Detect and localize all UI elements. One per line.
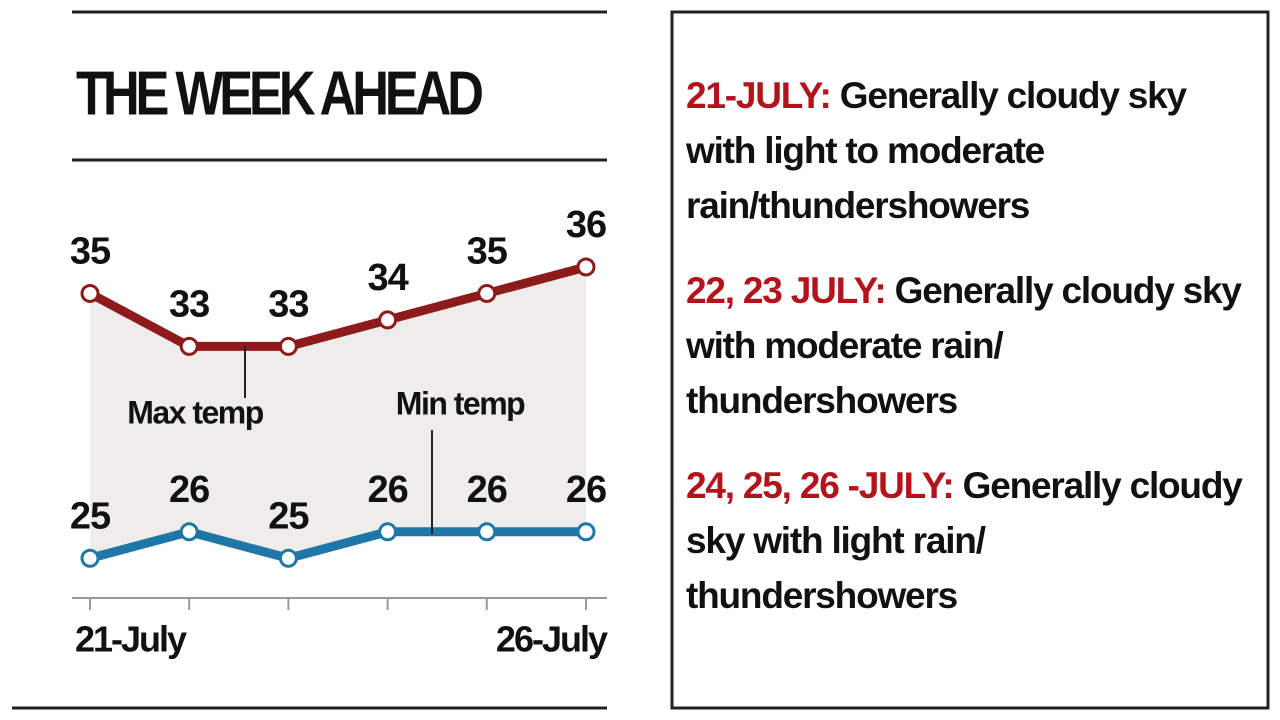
forecast-text: Generally cloudy sky with moderate rain/…	[686, 270, 1242, 421]
point	[179, 522, 199, 542]
data-label: 25	[268, 495, 309, 537]
forecast-text: Generally cloudy sky with light to moder…	[686, 75, 1187, 226]
series-line	[87, 262, 588, 351]
data-label: 35	[467, 230, 508, 272]
data-label: 26	[169, 469, 209, 511]
data-label: 34	[367, 257, 408, 299]
point	[576, 522, 596, 542]
data-label: 35	[70, 230, 111, 272]
data-label: 36	[566, 204, 606, 246]
point	[80, 548, 100, 568]
x-tick-label: 21-July	[75, 619, 187, 660]
data-label: 26	[566, 469, 606, 511]
data-label: 26	[367, 469, 407, 511]
data-label: 33	[169, 283, 209, 325]
point	[179, 336, 199, 356]
forecast-date: 21-JULY:	[686, 75, 832, 116]
forecast-date: 24, 25, 26 -JULY:	[686, 465, 955, 506]
point	[477, 522, 497, 542]
forecast-list: 21-JULY: Generally cloudy sky with light…	[686, 68, 1246, 653]
series-name: Max temp	[127, 394, 264, 430]
point	[378, 522, 398, 542]
data-label: 26	[467, 469, 507, 511]
chart-title: THE WEEK AHEAD	[76, 60, 482, 129]
forecast-text: Generally cloudy sky with light rain/ th…	[686, 465, 1243, 616]
forecast: 22, 23 JULY: Generally cloudy sky with m…	[686, 263, 1246, 428]
point	[278, 336, 298, 356]
data-label: 25	[70, 495, 111, 537]
text-panel-border	[670, 10, 1270, 710]
range-fill	[90, 266, 586, 559]
forecast: 21-JULY: Generally cloudy sky with light…	[686, 68, 1246, 233]
forecast-date: 22, 23 JULY:	[686, 270, 887, 311]
point	[278, 548, 298, 568]
forecast: 24, 25, 26 -JULY: Generally cloudy sky w…	[686, 458, 1246, 623]
point	[80, 283, 100, 303]
series-line	[88, 527, 586, 563]
point	[576, 257, 596, 277]
point	[477, 283, 497, 303]
series-name: Min temp	[396, 385, 525, 421]
x-tick-label: 26-July	[496, 619, 608, 660]
data-label: 33	[268, 283, 308, 325]
point	[378, 310, 398, 330]
